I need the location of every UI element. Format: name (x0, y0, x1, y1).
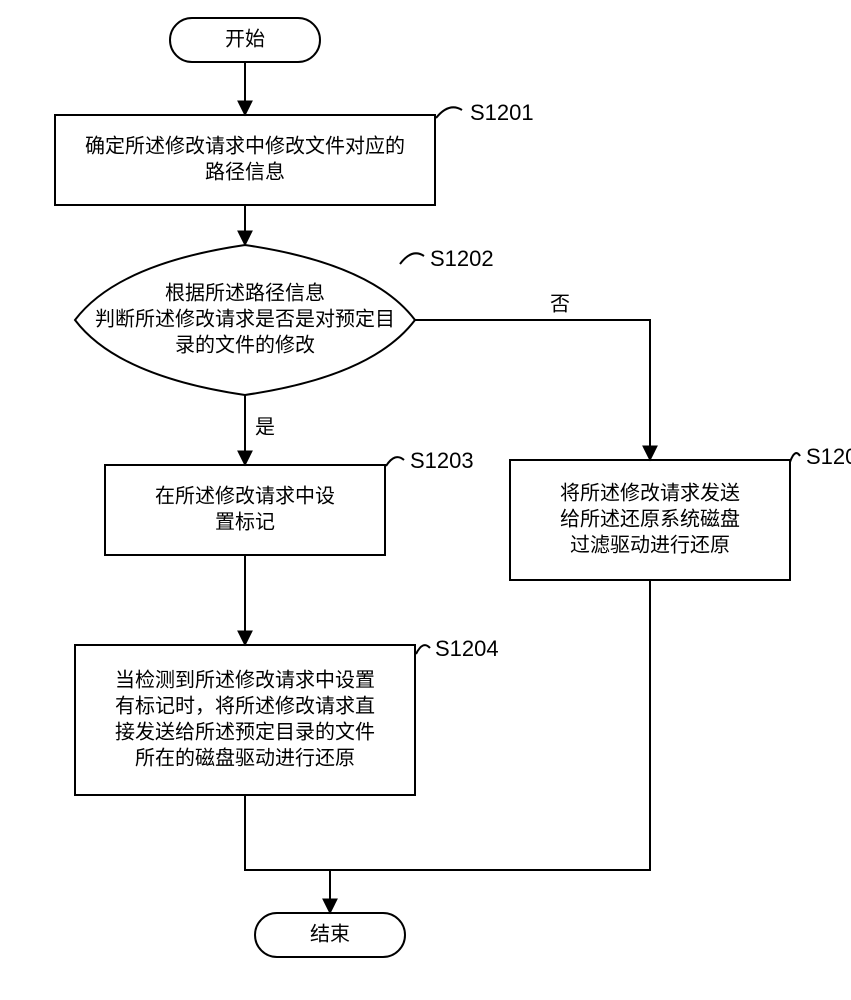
s1204-line-1: 有标记时，将所述修改请求直 (115, 694, 375, 717)
s1205-line-2: 过滤驱动进行还原 (570, 533, 730, 556)
s1205-step-label: S1205 (806, 444, 851, 469)
s1201-node (55, 115, 435, 205)
s1204-line-2: 接发送给所述预定目录的文件 (115, 720, 375, 743)
s1203-line-0: 在所述修改请求中设 (155, 484, 335, 507)
edge-5 (245, 795, 330, 870)
label-connector-3 (416, 645, 430, 654)
s1201-line-0: 确定所述修改请求中修改文件对应的 (85, 134, 405, 157)
edge-3 (415, 320, 650, 460)
label-connector-2 (386, 457, 404, 466)
s1205-line-0: 将所述修改请求发送 (560, 481, 740, 504)
s1203-line-1: 置标记 (215, 510, 275, 533)
label-connector-0 (436, 107, 462, 118)
s1202-line-2: 录的文件的修改 (175, 333, 315, 356)
s1201-step-label: S1201 (470, 100, 534, 125)
s1204-line-0: 当检测到所述修改请求中设置 (115, 668, 375, 691)
s1203-step-label: S1203 (410, 448, 474, 473)
s1203-node (105, 465, 385, 555)
s1204-line-3: 所在的磁盘驱动进行还原 (135, 746, 355, 769)
label-connector-1 (400, 253, 424, 264)
s1201-line-1: 路径信息 (205, 160, 285, 183)
edge-3-label: 否 (550, 293, 570, 315)
label-connector-4 (790, 453, 800, 462)
s1202-step-label: S1202 (430, 246, 494, 271)
edge-6 (330, 580, 650, 870)
end-text: 结束 (310, 922, 350, 945)
s1204-step-label: S1204 (435, 636, 499, 661)
s1205-line-1: 给所述还原系统磁盘 (560, 507, 740, 530)
s1202-line-0: 根据所述路径信息 (165, 281, 325, 304)
start-text: 开始 (225, 27, 265, 50)
s1202-line-1: 判断所述修改请求是否是对预定目 (95, 307, 395, 330)
s1204-node (75, 645, 415, 795)
flowchart-canvas: 开始确定所述修改请求中修改文件对应的路径信息 S1201 根据所述路径信息判断所述修… (0, 0, 851, 1000)
edge-2-label: 是 (255, 416, 275, 438)
